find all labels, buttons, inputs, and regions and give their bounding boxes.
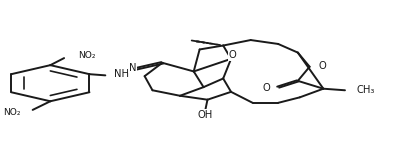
Text: CH₃: CH₃ <box>357 85 375 95</box>
Text: OH: OH <box>198 110 213 120</box>
Text: N: N <box>129 62 137 73</box>
Text: O: O <box>228 50 236 60</box>
Text: O: O <box>318 61 326 71</box>
Text: NO₂: NO₂ <box>3 108 21 117</box>
Text: NO₂: NO₂ <box>78 51 96 60</box>
Text: O: O <box>263 83 270 93</box>
Text: NH: NH <box>114 69 129 79</box>
